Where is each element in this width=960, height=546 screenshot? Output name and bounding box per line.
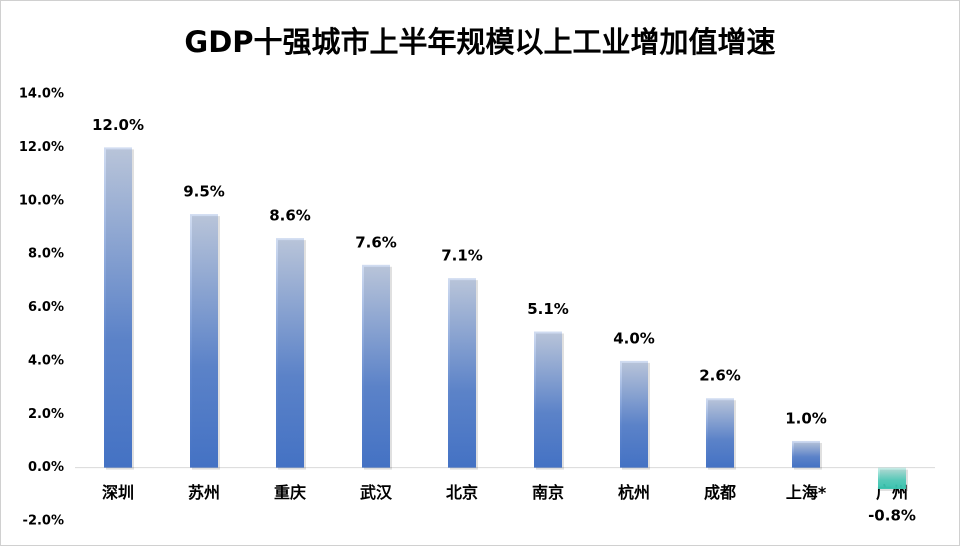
value-label: 5.1% (527, 300, 569, 318)
y-tick-label: 8.0% (28, 247, 64, 262)
bar (448, 278, 476, 468)
bar (362, 264, 390, 468)
value-label: 9.5% (183, 183, 225, 201)
bar (104, 147, 132, 468)
bar (706, 398, 734, 468)
y-tick-label: 6.0% (28, 300, 64, 315)
y-tick-label: 10.0% (19, 193, 64, 208)
bar (878, 467, 906, 489)
bar (534, 331, 562, 468)
x-tick-label: 武汉 (360, 483, 393, 502)
y-tick-label: 12.0% (19, 140, 64, 155)
y-tick-label: 0.0% (28, 460, 64, 475)
y-tick-label: 4.0% (28, 353, 64, 368)
value-label: 1.0% (785, 409, 827, 427)
x-tick-label: 深圳 (102, 483, 134, 502)
value-label: 7.1% (441, 247, 483, 265)
value-label: 12.0% (92, 116, 144, 134)
bar (792, 440, 820, 468)
x-tick-label: 成都 (704, 483, 736, 502)
y-tick-label: 14.0% (19, 87, 64, 102)
y-tick-label: -2.0% (23, 514, 64, 529)
bar (276, 238, 304, 468)
x-tick-label: 南京 (532, 483, 564, 502)
x-tick-label: 北京 (446, 483, 478, 502)
bar (190, 214, 218, 468)
value-label: 8.6% (269, 207, 311, 225)
x-tick-label: 重庆 (274, 483, 306, 502)
chart-title: GDP十强城市上半年规模以上工业增加值增速 (184, 25, 775, 59)
value-label: -0.8% (868, 506, 916, 524)
value-label: 4.0% (613, 329, 655, 347)
x-tick-label: 苏州 (188, 483, 220, 502)
x-tick-label: 杭州 (618, 483, 650, 502)
value-label: 7.6% (355, 233, 397, 251)
bar (620, 360, 648, 468)
x-tick-label: 上海* (786, 483, 827, 502)
value-label: 2.6% (699, 367, 741, 385)
y-tick-label: 2.0% (28, 407, 64, 422)
